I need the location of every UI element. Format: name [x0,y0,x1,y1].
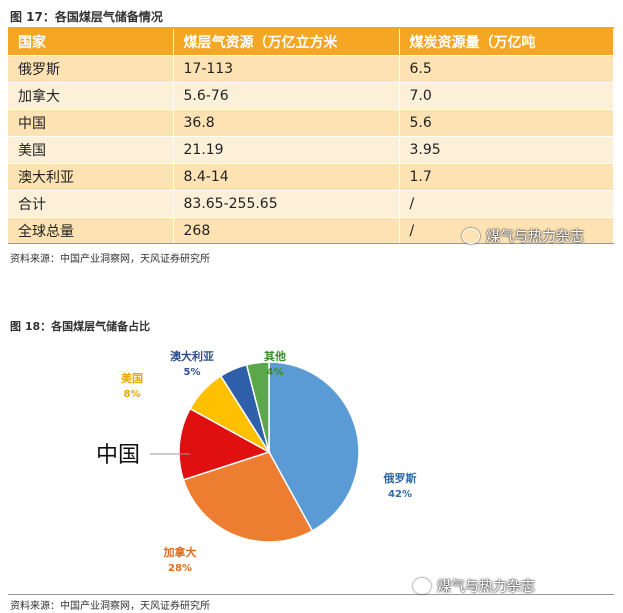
watermark-top: 煤气与热力杂志 [462,226,584,246]
cell-cbm: 5.6-76 [173,82,400,110]
pie-slice-percent: 28% [168,563,192,574]
fig17-title: 图 17：各国煤层气储备情况 [10,10,163,24]
cell-cbm: 17-113 [173,55,400,83]
fig17-top-rule [8,27,614,29]
pie-slice-label: 加拿大 [163,545,197,559]
fig17-bottom-rule [8,243,614,244]
table-row: 美国 21.19 3.95 [8,136,614,164]
cell-coal: 7.0 [399,82,614,110]
header-country: 国家 [8,29,174,56]
fig18-title: 图 18：各国煤层气储备占比 [10,320,151,333]
watermark-text: 煤气与热力杂志 [437,579,535,595]
pie-slice [178,407,271,481]
cell-coal: 6.5 [399,55,614,83]
pie-labels: 俄罗斯 42% 加拿大 28% 中国 美国 8% 澳大利亚 5% 其他 4% [96,349,417,574]
table-header-row: 国家 煤层气资源（万亿立方米 煤炭资源量（万亿吨 [8,29,614,56]
pie-slice-label: 俄罗斯 [383,471,417,485]
cell-coal: 3.95 [399,136,614,164]
header-coal-resource: 煤炭资源量（万亿吨 [399,29,614,56]
pie-slice-label: 澳大利亚 [170,349,214,363]
table-row: 中国 36.8 5.6 [8,109,614,137]
pie-slice-percent: 42% [388,489,412,500]
table-row: 合计 83.65-255.65 / [8,190,614,218]
pie-slice-percent: 8% [124,389,141,400]
pie-slice-label: 中国 [96,443,140,468]
cell-country: 澳大利亚 [8,163,174,191]
pie-slice [268,361,360,532]
pie-slice-percent: 5% [184,367,201,378]
cell-cbm: 268 [173,217,400,245]
cell-coal: 1.7 [399,163,614,191]
cell-country: 合计 [8,190,174,218]
pie-slice-label: 其他 [264,349,286,363]
fig18-source: 资料来源：中国产业洞察网，天风证券研究所 [10,601,210,612]
pie-slice-label: 美国 [121,371,143,385]
watermark-bottom: 煤气与热力杂志 [413,576,535,596]
cell-cbm: 21.19 [173,136,400,164]
header-cbm-resource: 煤层气资源（万亿立方米 [173,29,400,56]
pie-chart: 俄罗斯 42% 加拿大 28% 中国 美国 8% 澳大利亚 5% 其他 4% [96,349,417,574]
table-row: 澳大利亚 8.4-14 1.7 [8,163,614,191]
fig17-source: 资料来源：中国产业洞察网，天风证券研究所 [10,254,210,265]
pie-slices [178,361,360,543]
table-row: 全球总量 268 / [8,217,614,245]
table-row: 加拿大 5.6-76 7.0 [8,82,614,110]
fig18-bottom-rule [8,594,614,595]
wechat-icon [413,578,431,594]
pie-slice [182,451,314,543]
cell-country: 俄罗斯 [8,55,174,83]
wechat-icon [462,228,480,244]
cell-cbm: 83.65-255.65 [173,190,400,218]
coal-reserves-table: 国家 煤层气资源（万亿立方米 煤炭资源量（万亿吨 俄罗斯 17-113 6.5 … [8,29,614,245]
watermark-text: 煤气与热力杂志 [486,229,584,245]
cell-country: 加拿大 [8,82,174,110]
cell-country: 中国 [8,109,174,137]
cell-coal: 5.6 [399,109,614,137]
cell-country: 全球总量 [8,217,174,245]
pie-slice-percent: 4% [267,367,284,378]
cell-cbm: 36.8 [173,109,400,137]
pie-slice [245,361,270,453]
cell-coal: / [399,217,614,245]
cell-country: 美国 [8,136,174,164]
cell-coal: / [399,190,614,218]
cell-cbm: 8.4-14 [173,163,400,191]
table-row: 俄罗斯 17-113 6.5 [8,55,614,83]
